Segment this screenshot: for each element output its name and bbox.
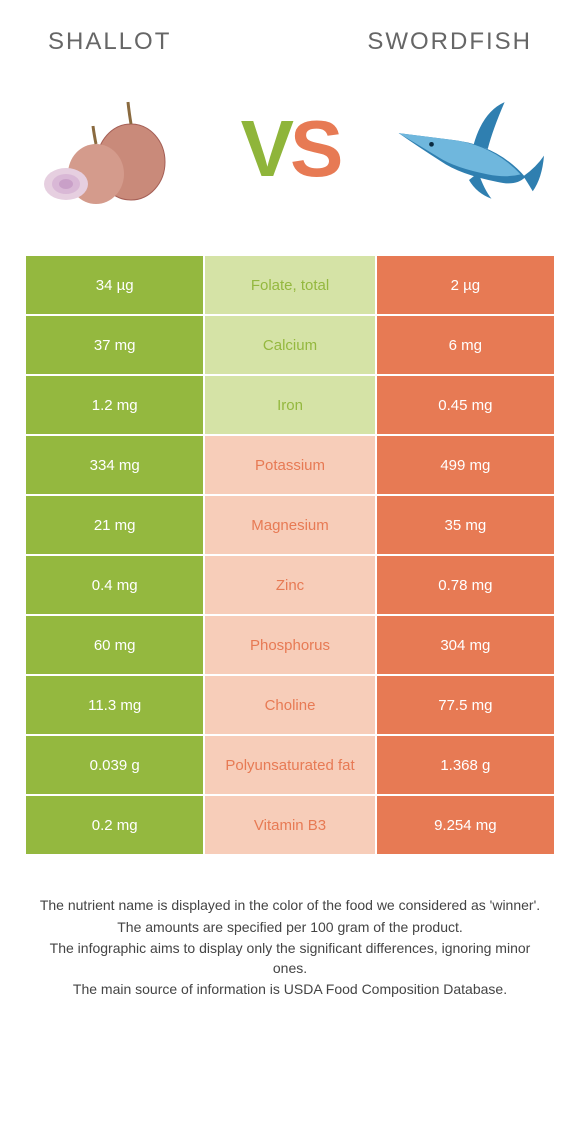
nutrient-label: Choline — [204, 675, 375, 735]
vs-s: S — [290, 103, 339, 195]
nutrient-label: Phosphorus — [204, 615, 375, 675]
table-row: 37 mgCalcium6 mg — [25, 315, 555, 375]
table-row: 60 mgPhosphorus304 mg — [25, 615, 555, 675]
right-value: 1.368 g — [376, 735, 555, 795]
table-row: 11.3 mgCholine77.5 mg — [25, 675, 555, 735]
left-value: 0.4 mg — [25, 555, 204, 615]
shallot-icon — [36, 84, 186, 214]
nutrient-label: Zinc — [204, 555, 375, 615]
table-row: 0.4 mgZinc0.78 mg — [25, 555, 555, 615]
left-value: 1.2 mg — [25, 375, 204, 435]
title-row: SHALLOT SWORDFISH — [0, 0, 580, 74]
table-row: 34 µgFolate, total2 µg — [25, 255, 555, 315]
swordfish-icon — [394, 84, 544, 214]
vs-v: V — [241, 103, 290, 195]
table-row: 21 mgMagnesium35 mg — [25, 495, 555, 555]
nutrient-label: Potassium — [204, 435, 375, 495]
footer-line: The main source of information is USDA F… — [36, 980, 544, 1000]
nutrient-label: Folate, total — [204, 255, 375, 315]
right-value: 9.254 mg — [376, 795, 555, 855]
left-value: 334 mg — [25, 435, 204, 495]
right-value: 77.5 mg — [376, 675, 555, 735]
right-value: 0.45 mg — [376, 375, 555, 435]
right-value: 6 mg — [376, 315, 555, 375]
left-value: 21 mg — [25, 495, 204, 555]
right-value: 499 mg — [376, 435, 555, 495]
right-value: 0.78 mg — [376, 555, 555, 615]
left-title: SHALLOT — [48, 28, 171, 56]
hero-row: VS — [0, 74, 580, 254]
nutrient-label: Iron — [204, 375, 375, 435]
footer-line: The nutrient name is displayed in the co… — [36, 896, 544, 916]
vs-label: VS — [241, 103, 340, 195]
right-value: 2 µg — [376, 255, 555, 315]
footer-line: The amounts are specified per 100 gram o… — [36, 918, 544, 938]
left-value: 0.2 mg — [25, 795, 204, 855]
footer-notes: The nutrient name is displayed in the co… — [0, 856, 580, 1022]
left-value: 0.039 g — [25, 735, 204, 795]
left-value: 34 µg — [25, 255, 204, 315]
left-value: 60 mg — [25, 615, 204, 675]
table-row: 334 mgPotassium499 mg — [25, 435, 555, 495]
table-row: 0.039 gPolyunsaturated fat1.368 g — [25, 735, 555, 795]
nutrient-label: Magnesium — [204, 495, 375, 555]
nutrient-label: Vitamin B3 — [204, 795, 375, 855]
nutrient-label: Polyunsaturated fat — [204, 735, 375, 795]
right-value: 35 mg — [376, 495, 555, 555]
nutrient-label: Calcium — [204, 315, 375, 375]
table-row: 1.2 mgIron0.45 mg — [25, 375, 555, 435]
right-title: SWORDFISH — [367, 28, 532, 56]
right-value: 304 mg — [376, 615, 555, 675]
nutrient-table: 34 µgFolate, total2 µg37 mgCalcium6 mg1.… — [24, 254, 556, 856]
table-row: 0.2 mgVitamin B39.254 mg — [25, 795, 555, 855]
footer-line: The infographic aims to display only the… — [36, 939, 544, 978]
left-value: 11.3 mg — [25, 675, 204, 735]
left-value: 37 mg — [25, 315, 204, 375]
